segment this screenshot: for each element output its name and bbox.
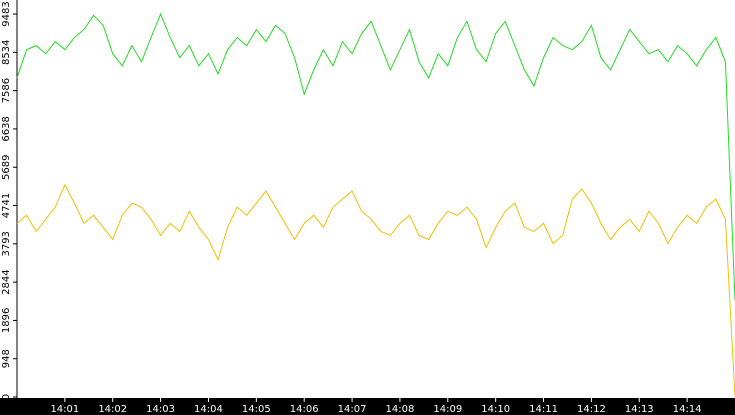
series-line xyxy=(16,12,735,301)
x-tick-label: 14:10 xyxy=(481,404,510,415)
series-line xyxy=(16,183,735,398)
x-tick-label: 14:12 xyxy=(577,404,606,415)
y-tick-label: 9483 xyxy=(1,1,12,26)
x-tick-label: 14:13 xyxy=(625,404,654,415)
y-tick-label: 7586 xyxy=(1,78,12,103)
y-tick-label: 948 xyxy=(1,349,12,368)
x-tick-label: 14:05 xyxy=(242,404,271,415)
x-tick-label: 14:01 xyxy=(50,404,79,415)
x-tick-label: 14:09 xyxy=(433,404,462,415)
x-tick-label: 14:02 xyxy=(98,404,127,415)
y-tick-label: 8534 xyxy=(1,40,12,65)
y-tick-label: 0 xyxy=(1,394,12,400)
y-tick-label: 3793 xyxy=(1,231,12,256)
x-tick-label: 14:03 xyxy=(146,404,175,415)
x-tick-label: 14:14 xyxy=(673,404,702,415)
x-tick-label: 14:11 xyxy=(529,404,558,415)
y-tick-label: 6638 xyxy=(1,116,12,141)
y-tick-label: 4741 xyxy=(1,193,12,218)
y-tick-label: 5689 xyxy=(1,155,12,180)
x-axis-bar xyxy=(0,398,735,415)
y-tick-label: 2844 xyxy=(1,269,12,294)
x-tick-label: 14:08 xyxy=(386,404,415,415)
x-tick-label: 14:07 xyxy=(338,404,367,415)
y-tick-label: 1896 xyxy=(1,308,12,333)
x-tick-label: 14:04 xyxy=(194,404,223,415)
x-tick-label: 14:06 xyxy=(290,404,319,415)
